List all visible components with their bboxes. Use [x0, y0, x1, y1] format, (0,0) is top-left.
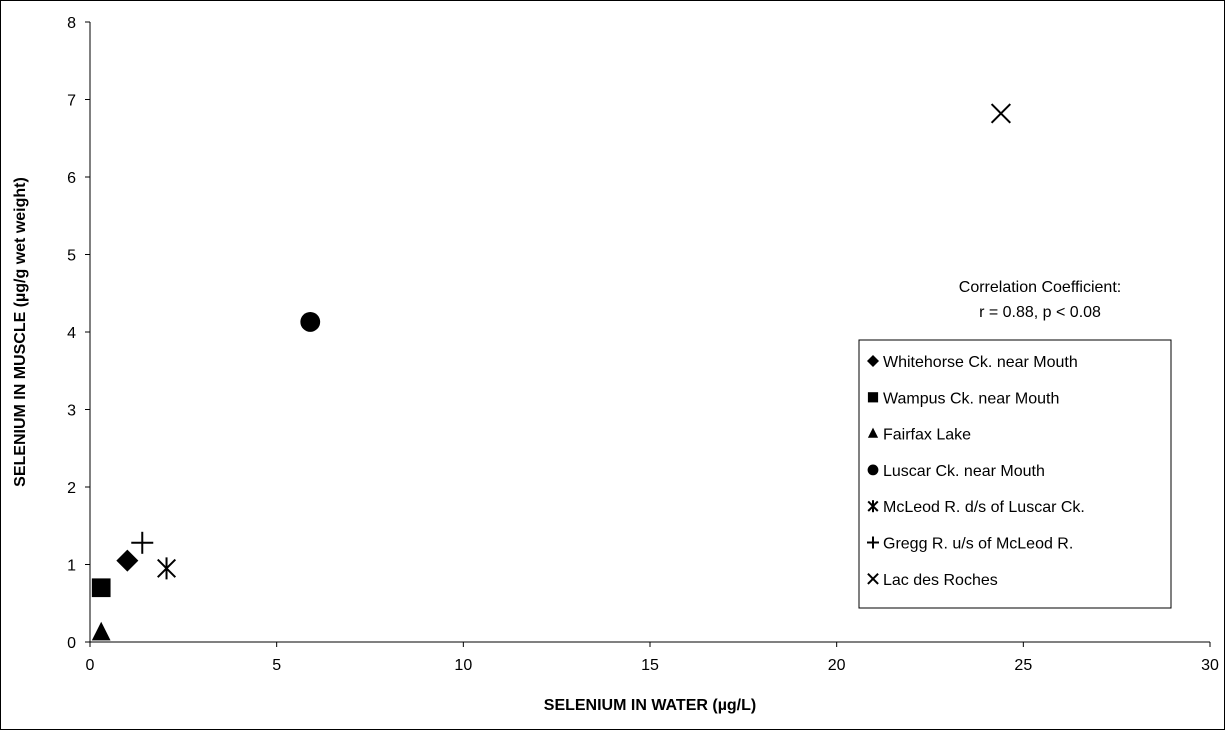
legend-label: Whitehorse Ck. near Mouth [883, 354, 1078, 371]
data-point-plus [131, 531, 154, 554]
legend-marker-circle [867, 464, 879, 476]
x-tick-label: 25 [1014, 657, 1032, 674]
data-point-triangle [91, 621, 111, 641]
x-axis-title: SELENIUM IN WATER (µg/L) [544, 697, 756, 714]
annotation-line-1: Correlation Coefficient: [959, 279, 1121, 296]
axes [85, 21, 1211, 647]
y-tick-label: 5 [67, 248, 76, 265]
annotation-line-2: r = 0.88, p < 0.08 [979, 304, 1101, 321]
data-point-square [91, 578, 111, 598]
y-tick-label: 1 [67, 558, 76, 575]
legend-marker-asterisk [867, 500, 879, 513]
y-tick-label: 2 [67, 480, 76, 497]
y-tick-labels: 0 1 2 3 4 5 6 7 8 [67, 15, 76, 652]
y-axis-title: SELENIUM IN MUSCLE (µg/g wet weight) [12, 177, 29, 487]
x-tick-labels: 0 5 10 15 20 25 30 [86, 657, 1219, 674]
data-point-diamond [116, 549, 139, 572]
data-point-x [990, 103, 1011, 124]
y-tick-label: 4 [67, 325, 76, 342]
legend-label: McLeod R. d/s of Luscar Ck. [883, 499, 1085, 516]
legend-marker-triangle [867, 427, 879, 438]
data-points [91, 103, 1011, 641]
data-point-asterisk [157, 557, 177, 580]
legend-label: Wampus Ck. near Mouth [883, 390, 1059, 407]
x-tick-label: 0 [86, 657, 95, 674]
x-tick-label: 20 [828, 657, 846, 674]
legend-label: Lac des Roches [883, 572, 998, 589]
legend: Whitehorse Ck. near Mouth Wampus Ck. near… [858, 339, 1172, 609]
x-tick-label: 5 [272, 657, 281, 674]
legend-label: Fairfax Lake [883, 427, 971, 444]
legend-marker-square [867, 392, 879, 403]
legend-marker-x [867, 572, 879, 585]
x-tick-label: 10 [454, 657, 472, 674]
data-point-circle [300, 312, 321, 332]
legend-label: Luscar Ck. near Mouth [883, 463, 1045, 480]
x-tick-label: 15 [641, 657, 659, 674]
y-tick-label: 0 [67, 635, 76, 652]
y-tick-label: 3 [67, 403, 76, 420]
legend-marker-diamond [867, 355, 879, 367]
y-tick-label: 8 [67, 15, 76, 32]
legend-label: Gregg R. u/s of McLeod R. [883, 536, 1073, 553]
legend-marker-plus [867, 536, 879, 549]
correlation-annotation: Correlation Coefficient: r = 0.88, p < 0… [959, 279, 1121, 321]
y-tick-label: 7 [67, 93, 76, 110]
y-tick-label: 6 [67, 170, 76, 187]
x-tick-label: 30 [1201, 657, 1219, 674]
legend-box [858, 339, 1172, 609]
